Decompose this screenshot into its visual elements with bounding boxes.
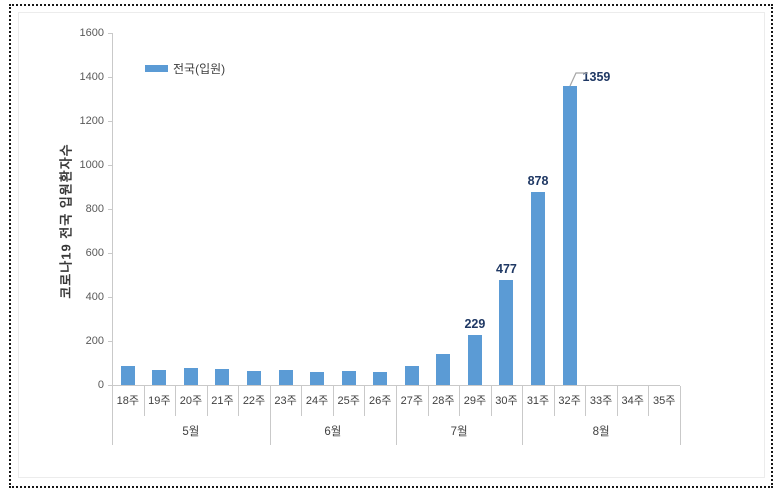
bar-32주 — [562, 86, 577, 385]
bar-29주 — [467, 334, 482, 385]
x-week-label: 28주 — [432, 395, 455, 407]
y-tick-mark — [108, 253, 112, 254]
y-tick-mark — [108, 33, 112, 34]
y-tick-mark — [108, 209, 112, 210]
month-separator — [112, 386, 113, 445]
week-separator — [585, 386, 587, 416]
bar-19주 — [152, 369, 167, 385]
x-week-label: 32주 — [558, 395, 581, 407]
x-week-label: 24주 — [305, 395, 329, 407]
x-month-label: 8월 — [592, 426, 610, 438]
y-tick-label: 800 — [85, 203, 104, 215]
y-tick-label: 600 — [85, 247, 104, 259]
x-week-label: 35주 — [653, 395, 676, 407]
data-label-30주: 477 — [496, 262, 517, 277]
x-week-label: 20주 — [179, 395, 203, 407]
x-week-label: 25주 — [337, 395, 360, 407]
week-separator — [616, 386, 618, 416]
week-separator — [332, 386, 334, 416]
month-separator — [396, 386, 397, 445]
x-month-label: 5월 — [182, 426, 200, 438]
y-tick-mark — [108, 385, 112, 386]
x-week-label: 34주 — [621, 395, 644, 407]
y-tick-label: 1400 — [79, 71, 104, 83]
x-week-label: 33주 — [589, 395, 613, 407]
x-week-label: 22주 — [242, 395, 266, 407]
y-tick-label: 0 — [97, 379, 104, 391]
chart-container: 코로나19 전국 입원환자수 전국(입원) 0 200 400 600 800 1000 1… — [18, 12, 765, 478]
legend-swatch-icon — [145, 65, 168, 72]
y-tick-label: 1000 — [79, 159, 104, 171]
week-separator — [459, 386, 461, 416]
bar-28주 — [436, 353, 451, 385]
x-week-label: 21주 — [211, 395, 234, 407]
y-tick-mark — [108, 77, 112, 78]
x-week-label: 30주 — [495, 395, 518, 407]
bar-24주 — [310, 372, 325, 385]
bar-26주 — [373, 372, 388, 385]
x-week-label: 18주 — [116, 395, 139, 407]
x-week-label: 27주 — [400, 395, 423, 407]
week-separator — [175, 386, 177, 416]
y-axis-line — [112, 33, 113, 445]
bar-18주 — [120, 366, 135, 385]
bar-27주 — [404, 366, 419, 385]
week-separator — [553, 386, 555, 416]
y-tick-mark — [108, 165, 112, 166]
x-week-label: 29주 — [463, 395, 487, 407]
x-month-label: 7월 — [450, 426, 468, 438]
x-month-label: 6월 — [324, 426, 342, 438]
legend-label: 전국(입원) — [173, 62, 226, 76]
y-tick-label: 1200 — [79, 115, 104, 127]
data-label-32주: 1359 — [582, 70, 611, 85]
week-separator — [427, 386, 429, 416]
week-separator — [238, 386, 240, 416]
x-week-label: 31주 — [526, 395, 550, 407]
y-tick-label: 1600 — [79, 27, 104, 39]
x-week-label: 23주 — [274, 395, 297, 407]
bar-20주 — [183, 367, 198, 385]
month-separator — [522, 386, 524, 445]
bar-30주 — [499, 280, 514, 385]
bar-31주 — [531, 191, 545, 385]
bar-25주 — [341, 370, 356, 385]
bar-23주 — [278, 370, 293, 385]
week-separator — [648, 386, 650, 416]
data-label-29주: 229 — [464, 316, 486, 331]
x-week-label: 19주 — [148, 395, 171, 407]
week-separator — [206, 386, 208, 416]
x-week-label: 26주 — [369, 395, 392, 407]
y-tick-label: 200 — [85, 335, 104, 347]
week-separator — [490, 386, 492, 416]
bar-21주 — [215, 368, 230, 385]
data-label-31주: 878 — [527, 173, 549, 188]
month-separator — [269, 386, 271, 445]
callout-leader-line — [569, 72, 588, 87]
y-tick-mark — [108, 341, 112, 342]
month-separator — [680, 386, 681, 445]
week-separator — [364, 386, 366, 416]
y-tick-mark — [108, 121, 112, 122]
week-separator — [143, 386, 145, 416]
bar-22주 — [247, 371, 261, 385]
y-tick-label: 400 — [85, 291, 104, 303]
legend: 전국(입원) — [145, 60, 225, 77]
week-separator — [301, 386, 303, 416]
x-axis-line — [112, 385, 680, 386]
y-tick-mark — [108, 297, 112, 298]
